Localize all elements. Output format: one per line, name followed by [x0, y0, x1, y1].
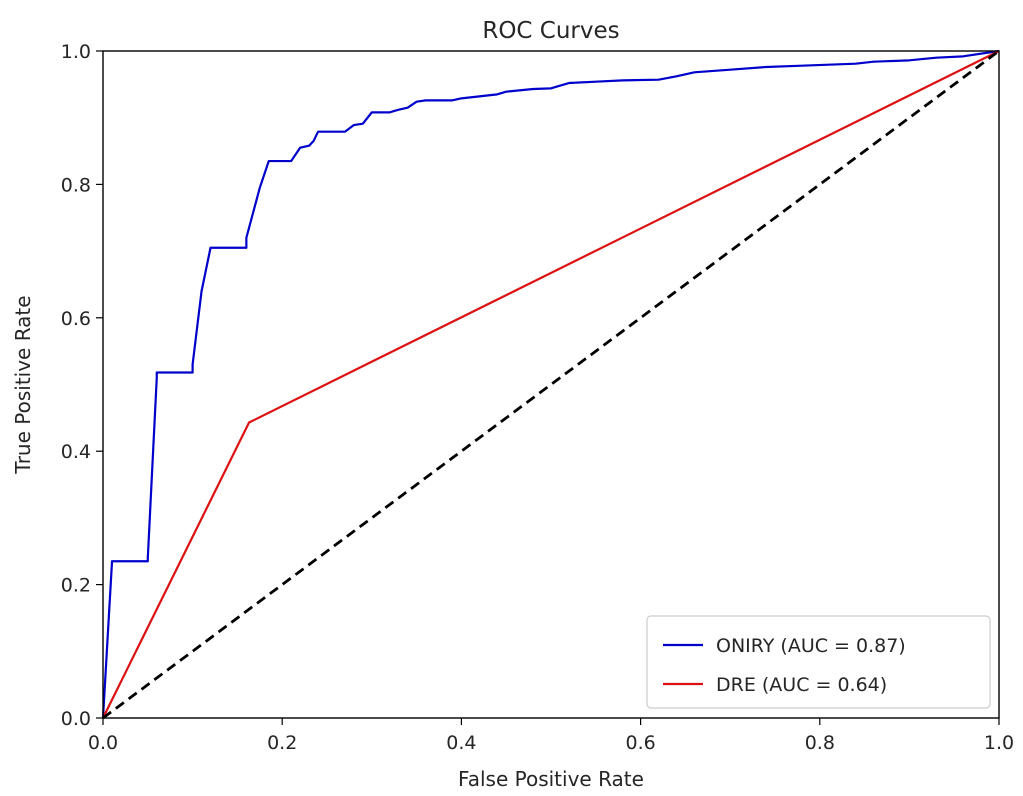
y-tick-label: 0.0	[61, 708, 91, 730]
legend-label-dre: DRE (AUC = 0.64)	[716, 674, 887, 696]
chart-title: ROC Curves	[482, 18, 619, 44]
y-axis-ticks: 0.0 0.2 0.4 0.6 0.8 1.0	[61, 41, 103, 730]
series-line-oniry	[101, 49, 1000, 719]
x-tick-label: 0.2	[267, 732, 297, 754]
y-tick-label: 1.0	[61, 41, 91, 63]
x-tick-label: 0.4	[446, 732, 476, 754]
series-line-diagonal	[102, 49, 1000, 720]
x-axis-ticks: 0.0 0.2 0.4 0.6 0.8 1.0	[88, 718, 1014, 754]
x-axis-label: False Positive Rate	[458, 767, 644, 791]
series-line-dre	[102, 50, 1000, 719]
legend-box	[646, 615, 991, 709]
y-axis-label: True Positive Rate	[11, 295, 35, 474]
legend-label-oniry: ONIRY (AUC = 0.87)	[716, 635, 906, 657]
plot-frame	[102, 50, 1000, 719]
x-tick-label: 1.0	[984, 732, 1014, 754]
x-tick-label: 0.8	[805, 732, 835, 754]
y-tick-label: 0.2	[61, 575, 91, 597]
y-tick-label: 0.8	[61, 174, 91, 196]
series-layer	[101, 49, 1000, 720]
x-tick-label: 0.0	[88, 732, 118, 754]
y-tick-label: 0.6	[61, 308, 91, 330]
x-tick-label: 0.6	[625, 732, 655, 754]
legend: ONIRY (AUC = 0.87) DRE (AUC = 0.64)	[646, 615, 991, 709]
y-tick-label: 0.4	[61, 441, 91, 463]
